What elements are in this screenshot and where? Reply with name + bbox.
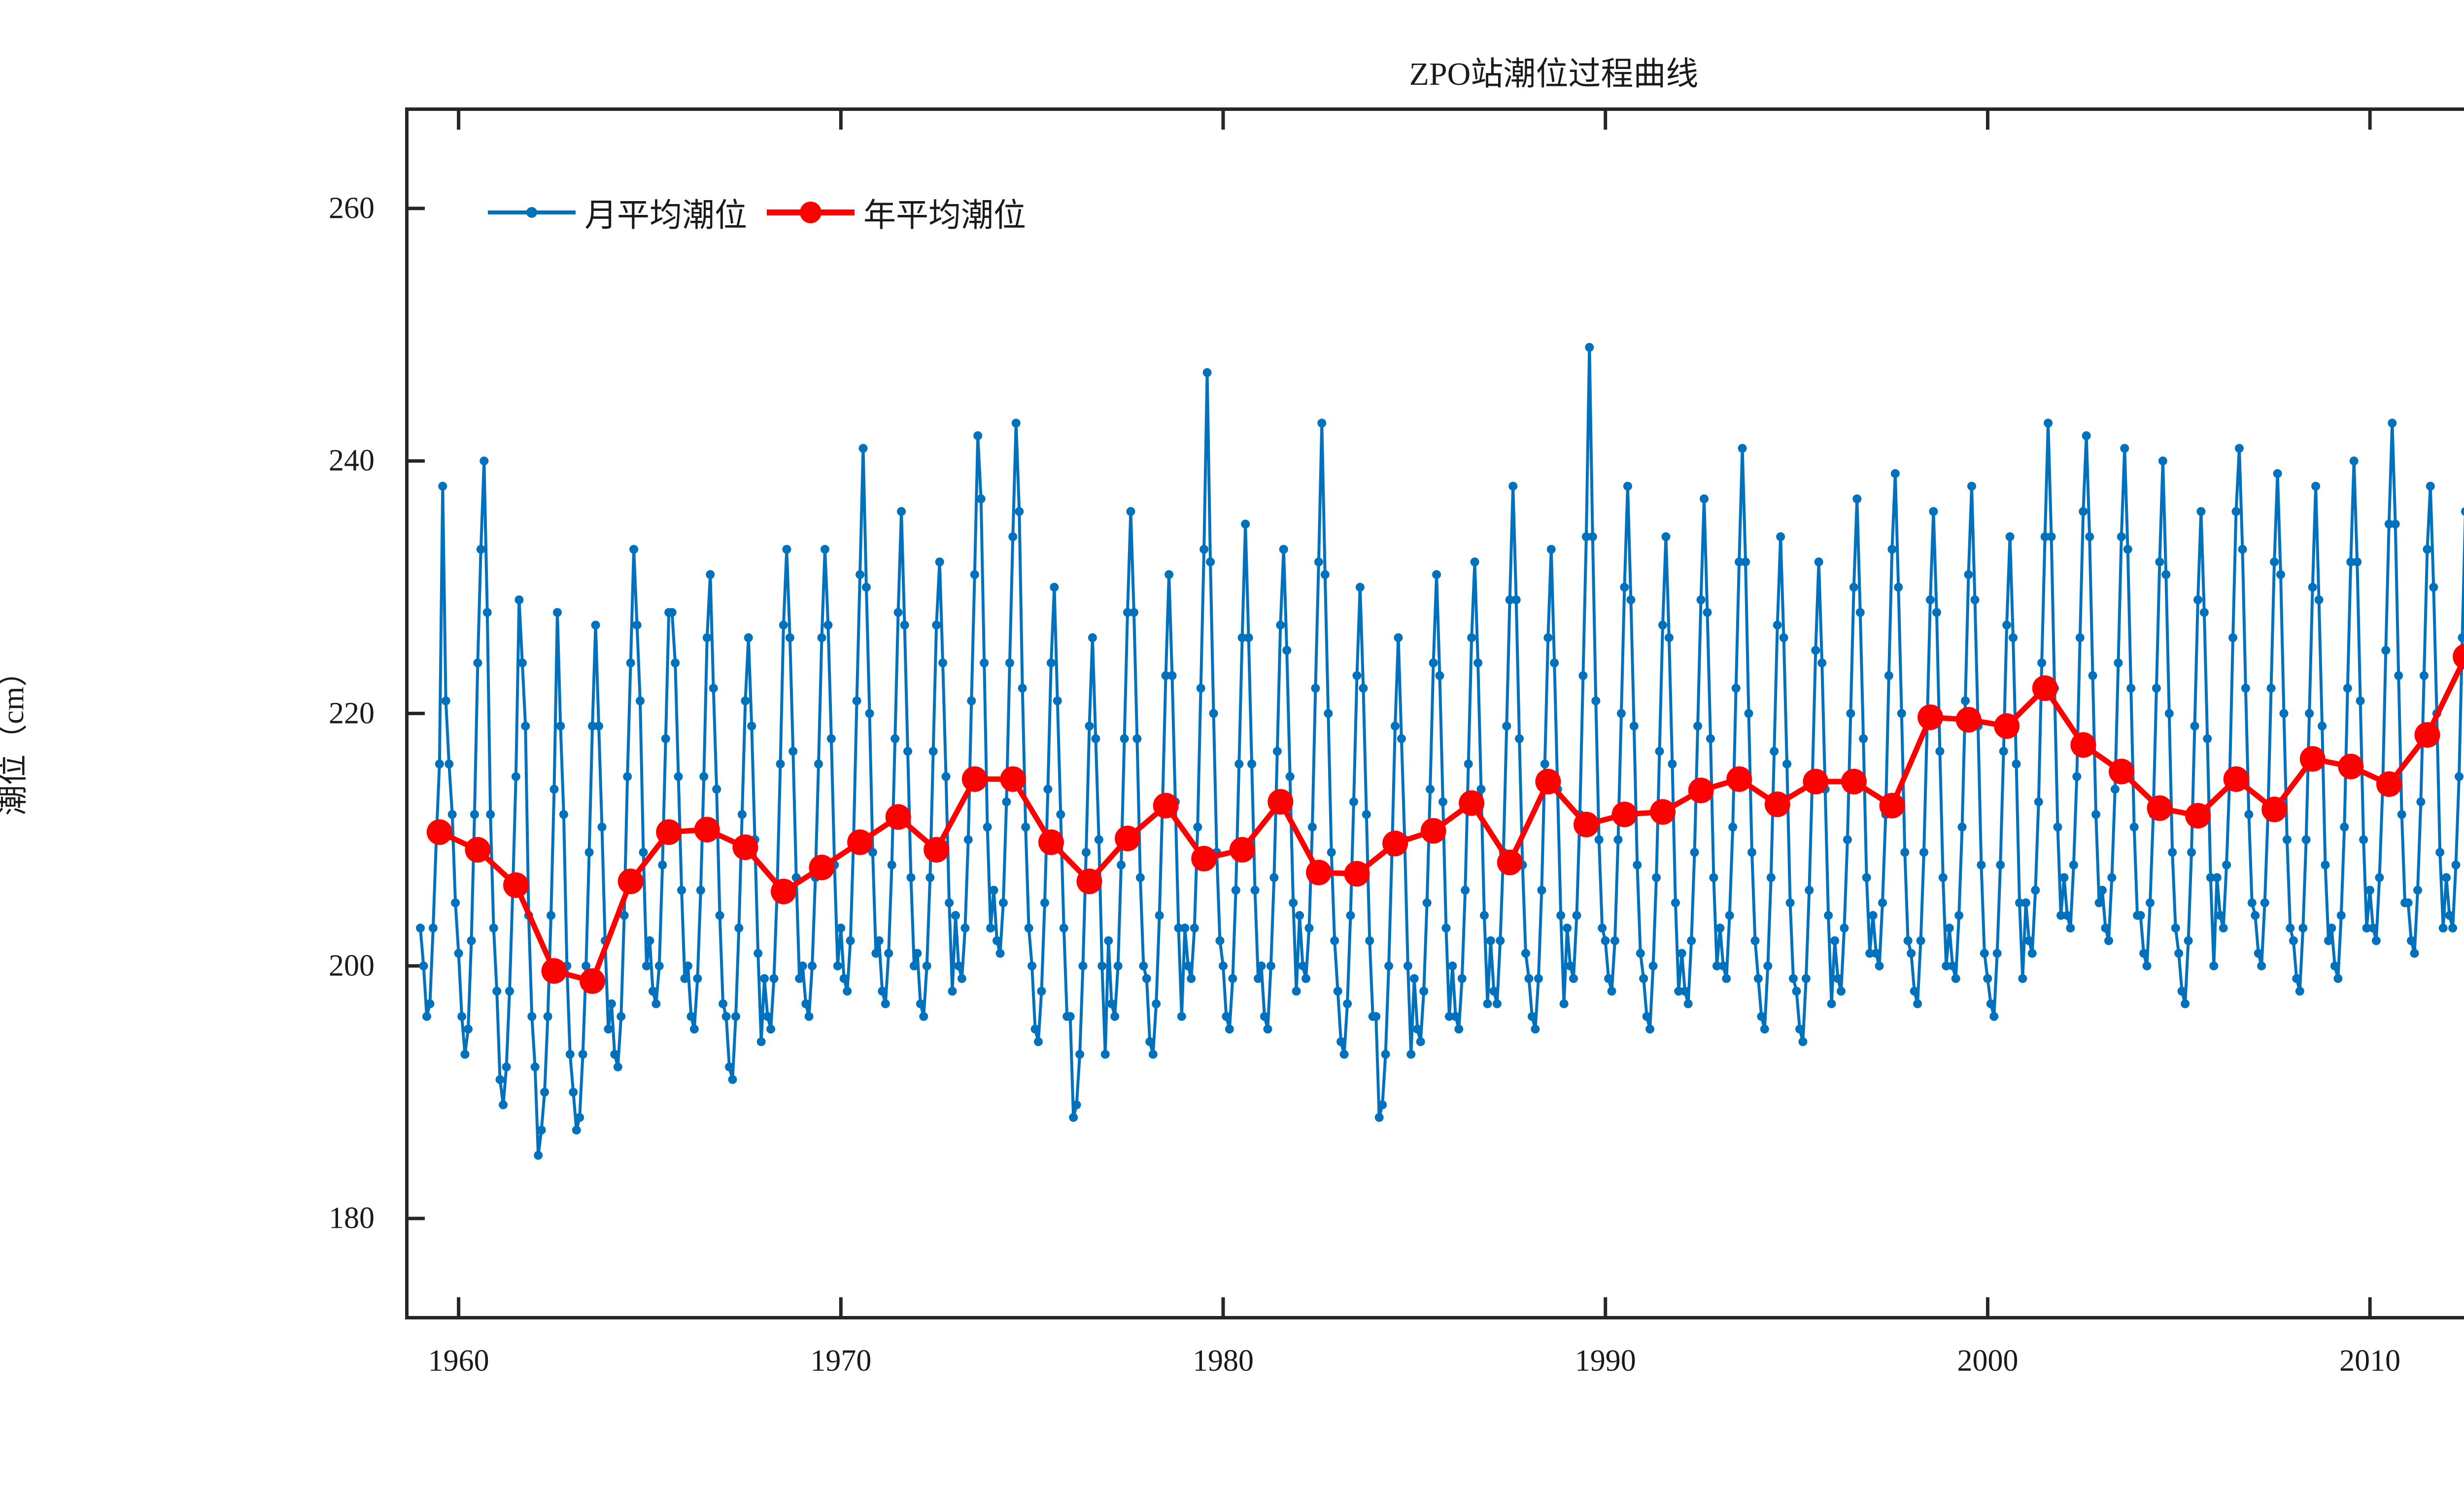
y-tick-label: 260 [329, 191, 375, 225]
plot-series-layer [405, 107, 2464, 1319]
y-axis-tick-labels: 180 200 220 240 260 [227, 0, 375, 1488]
blue-line-marker-icon [488, 204, 576, 221]
x-tick-label: 1970 [810, 1344, 872, 1378]
y-axis-label: 潮位（cm） [0, 656, 30, 816]
y-tick-label: 180 [329, 1201, 375, 1235]
y-tick-label: 200 [329, 949, 375, 983]
plot-area [405, 107, 2464, 1319]
red-line-marker-icon [767, 202, 855, 223]
x-tick-label: 2000 [1957, 1344, 2019, 1378]
legend-entry-monthly[interactable]: 月平均潮位 [488, 189, 767, 236]
chart-title: ZPO站潮位过程曲线 [1409, 56, 1699, 92]
legend: 月平均潮位 年平均潮位 [488, 175, 1046, 249]
legend-entry-annual[interactable]: 年平均潮位 [767, 189, 1046, 236]
legend-label-monthly: 月平均潮位 [584, 198, 747, 234]
x-tick-label: 2010 [2339, 1344, 2401, 1378]
chart-svg [405, 107, 2464, 1319]
monthly-line [419, 346, 2464, 1157]
x-tick-label: 1980 [1193, 1344, 1254, 1378]
y-tick-label: 240 [329, 444, 375, 478]
x-axis-tick-labels: 1960197019801990200020102020 [0, 1344, 2464, 1403]
axis-tick-marks [405, 107, 2372, 1319]
x-tick-label: 1990 [1574, 1344, 1636, 1378]
legend-label-annual: 年平均潮位 [863, 198, 1026, 234]
y-tick-label: 220 [329, 696, 375, 730]
series-annual [426, 644, 2464, 994]
x-tick-label: 1960 [428, 1344, 489, 1378]
series-monthly [416, 343, 2464, 1160]
